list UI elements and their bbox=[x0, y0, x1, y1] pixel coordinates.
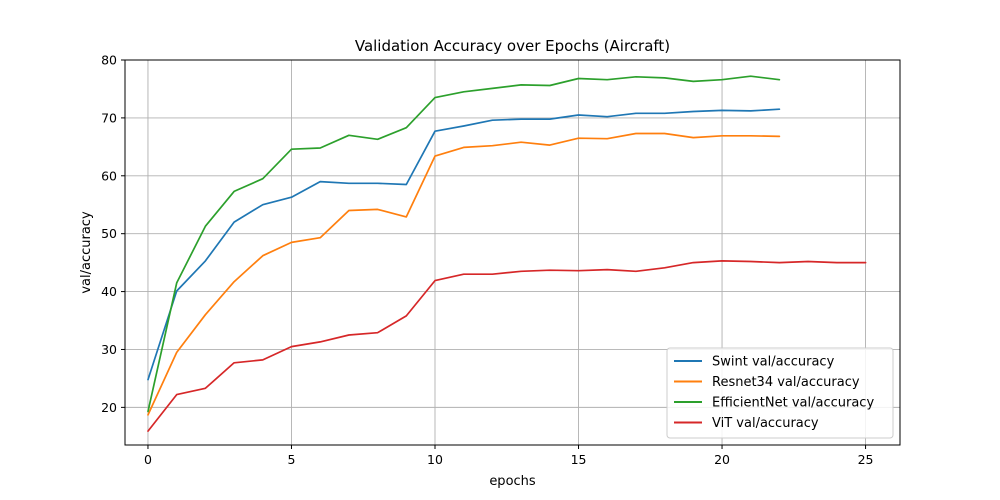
series-line bbox=[147, 108, 781, 381]
series-lines bbox=[147, 75, 867, 432]
series-line bbox=[147, 132, 781, 416]
x-tick-label: 25 bbox=[858, 452, 874, 467]
y-tick-label: 60 bbox=[101, 168, 117, 183]
series-line bbox=[147, 260, 867, 432]
chart-title: Validation Accuracy over Epochs (Aircraf… bbox=[355, 37, 670, 55]
x-tick-label: 20 bbox=[714, 452, 730, 467]
x-tick-label: 10 bbox=[427, 452, 443, 467]
y-tick-label: 30 bbox=[101, 342, 117, 357]
axis-ticks: 0 5 10 15 20 25 20 30 40 50 60 70 80 bbox=[101, 53, 873, 468]
legend-label: ViT val/accuracy bbox=[712, 416, 819, 431]
y-tick-label: 70 bbox=[101, 110, 117, 125]
x-tick-label: 0 bbox=[144, 452, 152, 467]
y-tick-label: 20 bbox=[101, 400, 117, 415]
plot-frame bbox=[124, 59, 901, 446]
legend: Swint val/accuracy Resnet34 val/accuracy E… bbox=[666, 347, 894, 439]
y-tick-label: 80 bbox=[101, 53, 117, 68]
y-tick-label: 50 bbox=[101, 226, 117, 241]
x-tick-label: 5 bbox=[288, 452, 296, 467]
y-axis-label: val/accuracy bbox=[79, 211, 94, 294]
series-line bbox=[147, 75, 781, 413]
x-tick-label: 15 bbox=[571, 452, 587, 467]
y-tick-label: 40 bbox=[101, 284, 117, 299]
x-axis-label: epochs bbox=[489, 474, 536, 489]
legend-label: Resnet34 val/accuracy bbox=[712, 375, 860, 390]
legend-box bbox=[666, 347, 894, 439]
legend-label: Swint val/accuracy bbox=[712, 355, 835, 370]
legend-label: EfficientNet val/accuracy bbox=[712, 396, 874, 411]
